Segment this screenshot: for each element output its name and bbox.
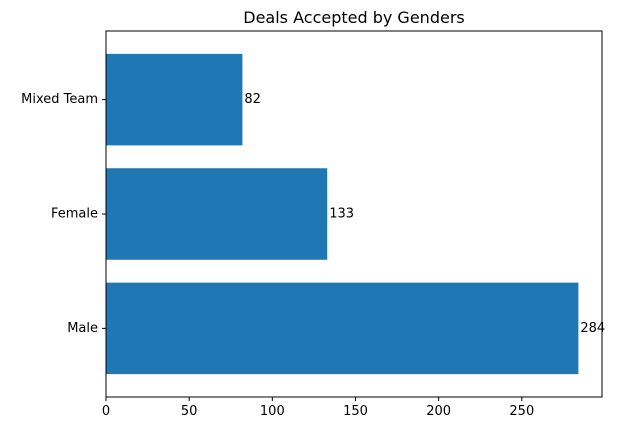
x-tick-label-150: 150 xyxy=(343,404,368,419)
y-tick-label-male: Male xyxy=(67,321,98,336)
y-tick-label-female: Female xyxy=(51,207,98,222)
x-tick-label-0: 0 xyxy=(102,404,110,419)
y-tick-label-mixed-team: Mixed Team xyxy=(21,92,98,107)
plot-area: Male 284 Female 133 Mixed Team 82 0 50 100 150 200… xyxy=(21,53,605,419)
x-tick-label-200: 200 xyxy=(426,404,451,419)
x-tick-label-50: 50 xyxy=(181,404,198,419)
x-tick-label-100: 100 xyxy=(260,404,285,419)
x-tick-label-250: 250 xyxy=(509,404,534,419)
bar-male xyxy=(106,282,579,375)
data-label-female: 133 xyxy=(329,207,354,222)
bar-female xyxy=(106,168,328,260)
data-label-mixed-team: 82 xyxy=(244,92,261,107)
axes-frame xyxy=(105,30,603,398)
data-label-male: 284 xyxy=(580,321,605,336)
bar-mixed-team xyxy=(106,53,243,146)
chart-title: Deals Accepted by Genders xyxy=(243,8,464,27)
